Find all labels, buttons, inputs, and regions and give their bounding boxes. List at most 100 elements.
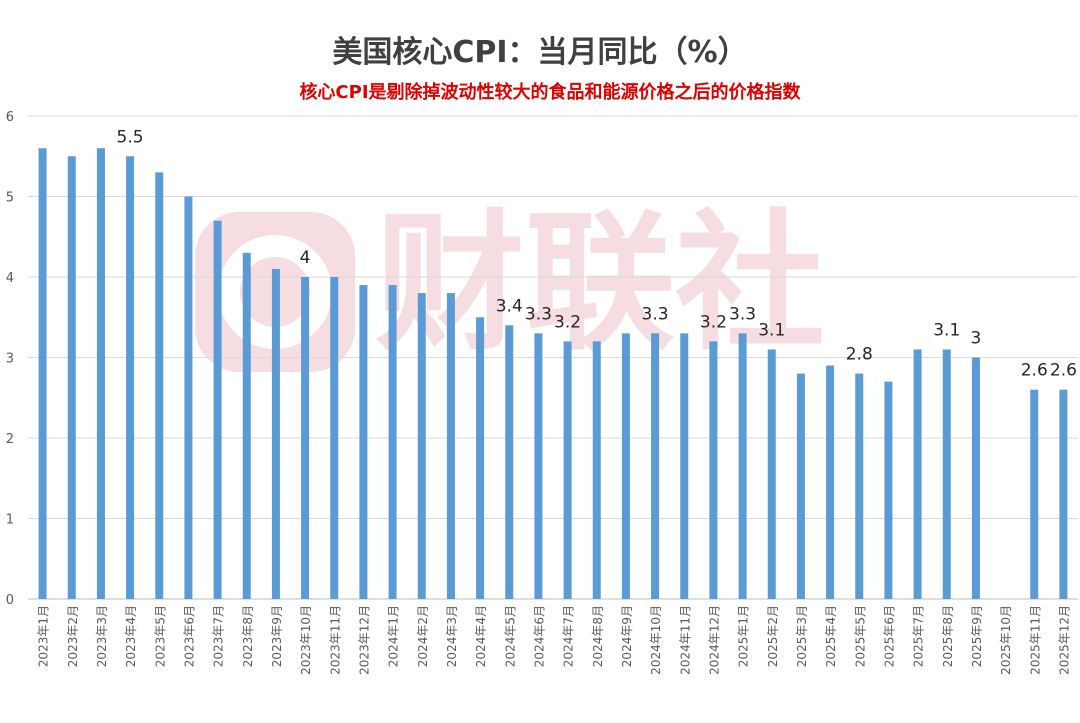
y-tick-label: 2 <box>6 432 14 447</box>
x-tick-label: 2025年7月 <box>912 605 926 667</box>
bar <box>767 349 776 599</box>
bar <box>213 220 222 599</box>
bar <box>621 333 630 599</box>
bar <box>359 285 368 599</box>
x-tick-label: 2023年8月 <box>241 605 255 667</box>
bar <box>155 172 164 599</box>
x-tick-label: 2025年9月 <box>970 605 984 667</box>
x-tick-label: 2023年2月 <box>66 605 80 667</box>
data-label: 3.2 <box>554 312 581 332</box>
x-tick-label: 2023年4月 <box>124 605 138 667</box>
data-label: 4 <box>300 248 311 268</box>
bar <box>709 341 718 599</box>
x-tick-label: 2024年1月 <box>387 605 401 667</box>
bar <box>1030 389 1039 599</box>
x-tick-label: 2025年8月 <box>941 605 955 667</box>
data-label: 2.6 <box>1050 361 1077 381</box>
x-tick-label: 2025年5月 <box>853 605 867 667</box>
x-tick-label: 2024年4月 <box>474 605 488 667</box>
bar <box>680 333 689 599</box>
data-labels: 5.543.4 3.3 3.2 3.3 3.2 3.33.12.83.1 32.6 2.6 <box>117 127 1077 380</box>
x-tick-label: 2024年2月 <box>416 605 430 667</box>
bar <box>913 349 922 599</box>
x-tick-label: 2023年11月 <box>328 605 342 675</box>
data-label: 3.1 <box>758 320 785 340</box>
x-tick-label: 2024年9月 <box>620 605 634 667</box>
data-label: 3.2 <box>700 312 727 332</box>
bar <box>505 325 514 599</box>
x-tick-label: 2023年3月 <box>95 605 109 667</box>
x-tick-label: 2023年12月 <box>357 605 371 675</box>
bar <box>301 277 310 599</box>
gridlines <box>28 115 1078 600</box>
data-label: 3.4 <box>496 296 523 316</box>
x-tick-label: 2025年6月 <box>882 605 896 667</box>
y-tick-label: 1 <box>6 513 14 528</box>
y-tick-label: 5 <box>6 191 14 206</box>
x-tick-label: 2025年1月 <box>737 605 751 667</box>
x-tick-label: 2024年10月 <box>649 605 663 675</box>
x-tick-label: 2025年4月 <box>824 605 838 667</box>
data-label: 5.5 <box>117 127 144 147</box>
y-tick-label: 6 <box>6 110 14 125</box>
x-tick-label: 2024年12月 <box>707 605 721 675</box>
data-label: 2.6 <box>1021 361 1048 381</box>
x-tick-label: 2024年5月 <box>503 605 517 667</box>
data-label: 3.3 <box>642 304 669 324</box>
x-tick-label: 2023年10月 <box>299 605 313 675</box>
bar <box>67 156 76 599</box>
x-tick-label: 2023年1月 <box>37 605 51 667</box>
bar <box>971 357 980 599</box>
bar <box>38 148 47 599</box>
bar <box>417 293 426 599</box>
bar <box>942 349 951 599</box>
data-label: 3 <box>971 329 982 349</box>
data-label: 3.3 <box>729 304 756 324</box>
bar <box>855 373 864 599</box>
bar <box>826 365 835 599</box>
bar <box>738 333 747 599</box>
bar <box>330 277 339 599</box>
bar <box>651 333 660 599</box>
x-tick-label: 2023年6月 <box>182 605 196 667</box>
y-tick-label: 0 <box>6 593 14 608</box>
bar <box>184 196 193 599</box>
x-tick-label: 2024年3月 <box>445 605 459 667</box>
x-tick-label: 2025年10月 <box>999 605 1013 675</box>
bar <box>96 148 105 599</box>
bar <box>476 317 485 599</box>
x-tick-label: 2025年2月 <box>766 605 780 667</box>
data-label: 2.8 <box>846 345 873 365</box>
bar <box>1059 389 1068 599</box>
data-label: 3.3 <box>525 304 552 324</box>
bar <box>563 341 572 599</box>
x-tick-label: 2023年7月 <box>212 605 226 667</box>
x-tick-label: 2024年6月 <box>532 605 546 667</box>
bar <box>126 156 135 599</box>
chart-subtitle: 核心CPI是剔除掉波动性较大的食品和能源价格之后的价格指数 <box>299 81 801 103</box>
bar <box>884 381 893 599</box>
bars <box>38 148 1068 599</box>
y-tick-label: 3 <box>6 352 14 367</box>
bar <box>242 252 251 599</box>
chart-title: 美国核心CPI：当月同比（%） <box>332 35 747 70</box>
bar <box>446 293 455 599</box>
data-label: 3.1 <box>933 320 960 340</box>
y-axis-ticks: 0 1 2 3 4 5 6 <box>6 110 14 608</box>
x-tick-label: 2025年11月 <box>1028 605 1042 675</box>
bar <box>796 373 805 599</box>
x-tick-label: 2024年8月 <box>591 605 605 667</box>
bar <box>592 341 601 599</box>
x-tick-label: 2023年9月 <box>270 605 284 667</box>
x-axis-ticks: 2023年1月 2023年2月 2023年3月 2023年4月 2023年5月 2023年… <box>37 605 1072 675</box>
x-tick-label: 2023年5月 <box>153 605 167 667</box>
bar <box>388 285 397 599</box>
x-tick-label: 2024年7月 <box>562 605 576 667</box>
x-tick-label: 2024年11月 <box>678 605 692 675</box>
bar <box>534 333 543 599</box>
y-tick-label: 4 <box>6 271 14 286</box>
x-tick-label: 2025年12月 <box>1057 605 1071 675</box>
x-tick-label: 2025年3月 <box>795 605 809 667</box>
